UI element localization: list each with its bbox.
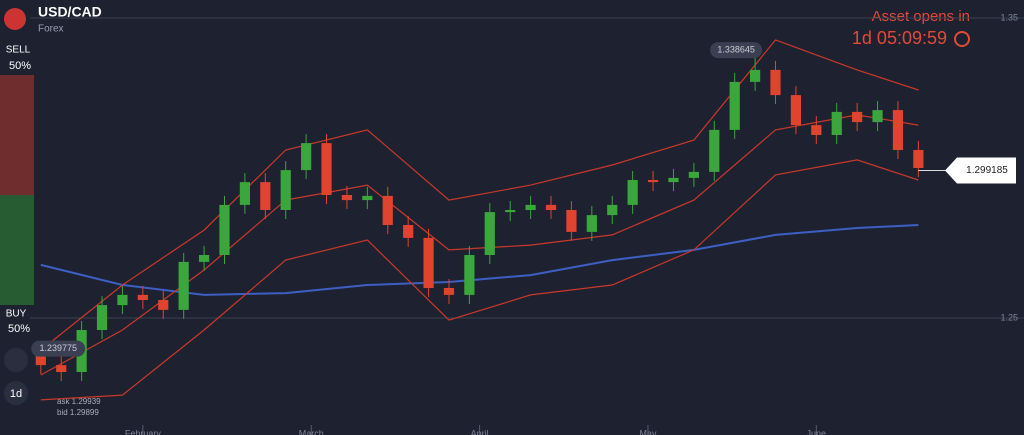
opens-time: 1d 05:09:59 bbox=[852, 28, 947, 48]
min-tag bbox=[31, 340, 86, 357]
x-tick-label: June bbox=[807, 428, 827, 435]
candle-body bbox=[443, 288, 455, 295]
candle-body bbox=[872, 110, 883, 123]
candle-body bbox=[341, 195, 353, 201]
max-price-label: 1.338645 bbox=[717, 44, 755, 54]
timer-icon bbox=[954, 31, 970, 47]
x-tick-label: February bbox=[125, 428, 162, 435]
candle-body bbox=[892, 110, 904, 150]
candle-body bbox=[647, 180, 659, 183]
candle-body bbox=[913, 150, 924, 168]
x-tick-label: April bbox=[471, 428, 489, 435]
candle-body bbox=[137, 294, 148, 300]
candle-body bbox=[219, 204, 230, 255]
indicator-line bbox=[40, 159, 919, 401]
candle-body bbox=[403, 225, 414, 238]
current-price-label: 1.299185 bbox=[966, 165, 1008, 176]
candle-body bbox=[586, 215, 597, 232]
candle-body bbox=[464, 255, 475, 295]
candle-body bbox=[811, 125, 822, 135]
indicator-line bbox=[40, 114, 919, 376]
candle-body bbox=[96, 305, 108, 330]
candle-body bbox=[545, 204, 557, 210]
min-price-label: 1.239775 bbox=[39, 343, 77, 353]
candle-body bbox=[280, 170, 291, 210]
chart-type-button[interactable] bbox=[4, 348, 28, 372]
candle-body bbox=[158, 300, 169, 310]
x-tick-label: March bbox=[299, 428, 324, 435]
candle-body bbox=[525, 204, 536, 210]
candle-body bbox=[770, 69, 781, 96]
candle-body bbox=[750, 69, 761, 82]
candle-body bbox=[729, 81, 740, 130]
candle-body bbox=[301, 143, 312, 171]
sell-label: SELL bbox=[6, 45, 31, 56]
flag-icon bbox=[4, 8, 26, 30]
side-gauge bbox=[0, 75, 34, 305]
candle-body bbox=[505, 210, 516, 213]
sell-pct: 50% bbox=[9, 60, 31, 72]
candle-body bbox=[709, 129, 720, 172]
bid-price: bid 1.29899 bbox=[57, 408, 99, 417]
plot: 1.25 1.35 February March April May June 1.29918… bbox=[30, 12, 1024, 435]
candle-body bbox=[321, 143, 332, 195]
candle-body bbox=[831, 111, 842, 135]
max-tag bbox=[710, 42, 763, 59]
y-tick-label: 1.25 bbox=[1000, 312, 1018, 322]
period-label[interactable]: 1d bbox=[10, 388, 22, 400]
period-button[interactable] bbox=[4, 381, 28, 405]
candle-body bbox=[484, 212, 495, 255]
indicator-line bbox=[40, 224, 919, 296]
indicator-line bbox=[40, 39, 919, 351]
candle-body bbox=[423, 237, 434, 288]
candle-body bbox=[382, 195, 393, 225]
candle-body bbox=[56, 365, 67, 372]
candle-body bbox=[790, 95, 802, 126]
candle-body bbox=[117, 294, 128, 306]
candle-body bbox=[178, 261, 189, 310]
buy-label: BUY bbox=[6, 309, 27, 320]
candle-body bbox=[688, 171, 699, 178]
candle-body bbox=[35, 350, 46, 366]
ask-price: ask 1.29939 bbox=[57, 397, 101, 406]
candle-body bbox=[668, 177, 679, 183]
asset-name[interactable]: USD/CAD bbox=[38, 4, 102, 20]
asset-type: Forex bbox=[38, 24, 64, 35]
candle-body bbox=[239, 182, 250, 205]
x-tick-label: May bbox=[639, 428, 657, 435]
y-tick-label: 1.35 bbox=[1000, 12, 1018, 22]
candle-body bbox=[852, 111, 863, 123]
candle-body bbox=[260, 182, 271, 210]
candle-body bbox=[627, 180, 638, 205]
candle-body bbox=[362, 195, 373, 201]
candle-body bbox=[566, 210, 577, 232]
candle-body bbox=[198, 255, 210, 262]
candle-body bbox=[607, 204, 618, 216]
buy-pct: 50% bbox=[8, 323, 30, 335]
opens-label: Asset opens in bbox=[872, 8, 970, 25]
current-price-tag bbox=[945, 157, 1016, 184]
